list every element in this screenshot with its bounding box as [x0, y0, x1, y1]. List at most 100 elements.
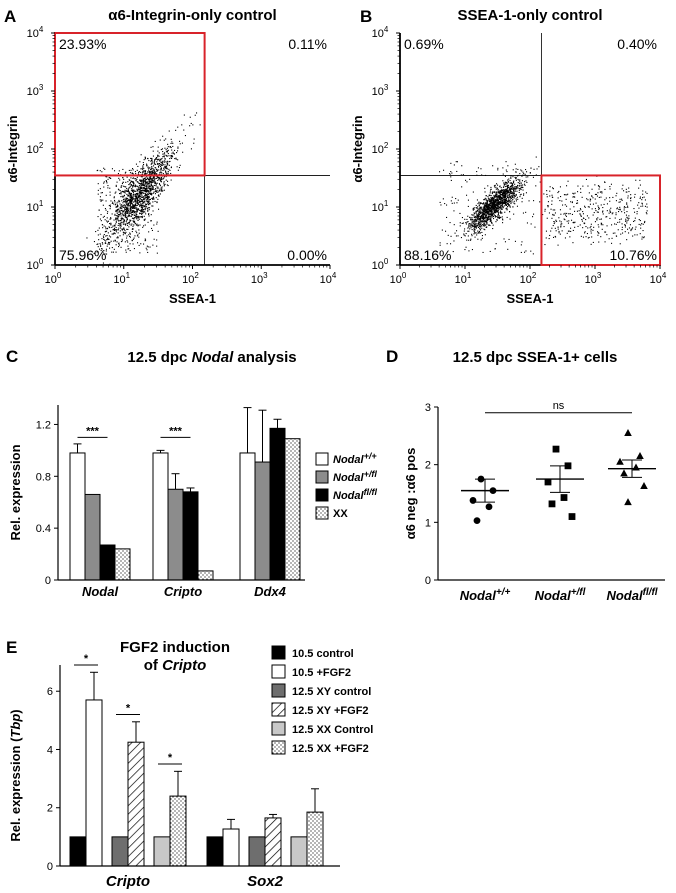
event-dot: [133, 198, 135, 200]
event-dot: [479, 223, 481, 225]
event-dot: [600, 218, 602, 220]
event-dot: [165, 171, 167, 173]
event-dot: [120, 186, 122, 188]
group-label: Nodal+/+: [460, 587, 511, 603]
event-dot: [151, 179, 153, 181]
event-dot: [107, 238, 109, 240]
event-dot: [135, 213, 137, 215]
event-dot: [490, 186, 492, 188]
event-dot: [471, 218, 473, 220]
event-dot: [480, 222, 482, 224]
event-dot: [177, 159, 179, 161]
event-dot: [128, 201, 130, 203]
event-dot: [519, 173, 521, 175]
event-dot: [556, 220, 558, 222]
y-tick-label: 102: [27, 141, 44, 156]
tick-exponent: 1: [126, 271, 131, 280]
event-dot: [500, 210, 502, 212]
event-dot: [473, 219, 475, 221]
event-dot: [107, 232, 109, 234]
event-dot: [504, 196, 506, 198]
event-dot: [177, 146, 179, 148]
event-dot: [489, 210, 491, 212]
event-dot: [119, 211, 121, 213]
event-dot: [136, 211, 138, 213]
event-dot: [172, 142, 174, 144]
event-dot: [136, 178, 138, 180]
event-dot: [162, 169, 164, 171]
event-dot: [602, 207, 604, 209]
event-dot: [491, 206, 493, 208]
event-dot: [161, 161, 163, 163]
event-dot: [506, 191, 508, 193]
event-dot: [158, 163, 160, 165]
event-dot: [485, 202, 487, 204]
event-dot: [152, 155, 154, 157]
event-dot: [509, 206, 511, 208]
event-dot: [139, 183, 141, 185]
event-dot: [165, 179, 167, 181]
event-dot: [465, 179, 467, 181]
event-dot: [136, 181, 138, 183]
event-dot: [498, 217, 500, 219]
event-dot: [99, 170, 101, 172]
event-dot: [453, 224, 455, 226]
event-dot: [148, 200, 150, 202]
event-dot: [474, 225, 476, 227]
event-dot: [612, 196, 614, 198]
event-dot: [485, 207, 487, 209]
event-dot: [558, 230, 560, 232]
event-dot: [152, 177, 154, 179]
event-dot: [510, 195, 512, 197]
event-dot: [149, 182, 151, 184]
event-dot: [126, 209, 128, 211]
event-dot: [615, 200, 617, 202]
event-dot: [626, 191, 628, 193]
event-dot: [565, 198, 567, 200]
event-dot: [473, 228, 475, 230]
y-axis-label: Rel. expression: [8, 444, 23, 540]
event-dot: [141, 210, 143, 212]
event-dot: [119, 179, 121, 181]
x-tick-label: 100: [390, 271, 407, 286]
event-dot: [491, 199, 493, 201]
event-dot: [154, 193, 156, 195]
event-dot: [105, 250, 107, 252]
event-dot: [484, 212, 486, 214]
event-dot: [475, 211, 477, 213]
event-dot: [109, 187, 111, 189]
event-dot: [568, 230, 570, 232]
legend-base: Nodal: [333, 490, 365, 502]
event-dot: [150, 184, 152, 186]
event-dot: [154, 178, 156, 180]
event-dot: [628, 187, 630, 189]
event-dot: [149, 181, 151, 183]
event-dot: [108, 235, 110, 237]
event-dot: [118, 189, 120, 191]
event-dot: [136, 189, 138, 191]
event-dot: [486, 212, 488, 214]
event-dot: [134, 217, 136, 219]
event-dot: [483, 212, 485, 214]
event-dot: [504, 182, 506, 184]
event-dot: [621, 226, 623, 228]
bar: [153, 836, 171, 867]
event-dot: [487, 203, 489, 205]
event-dot: [115, 203, 117, 205]
event-dot: [127, 245, 129, 247]
event-dot: [445, 230, 447, 232]
event-dot: [140, 203, 142, 205]
event-dot: [515, 179, 517, 181]
event-dot: [110, 217, 112, 219]
event-dot: [137, 234, 139, 236]
event-dot: [500, 212, 502, 214]
event-dot: [160, 165, 162, 167]
event-dot: [143, 192, 145, 194]
event-dot: [118, 199, 120, 201]
event-dot: [123, 219, 125, 221]
event-dot: [507, 197, 509, 199]
event-dot: [105, 242, 107, 244]
